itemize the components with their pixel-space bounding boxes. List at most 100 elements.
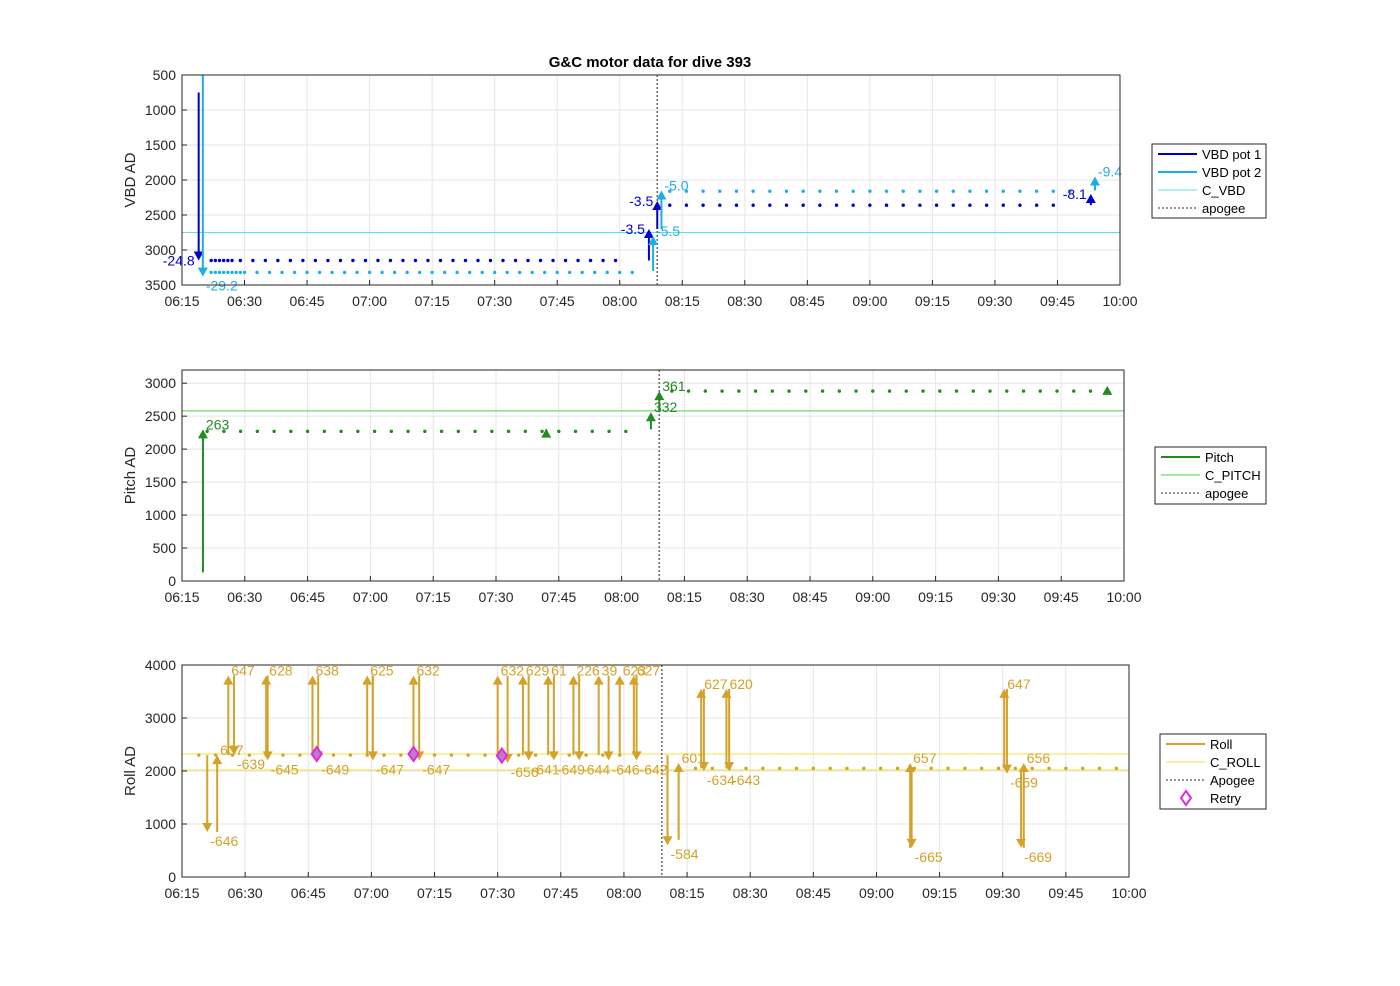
data-point (326, 258, 330, 263)
data-point (276, 258, 280, 263)
move-label: 226 (576, 663, 600, 679)
x-tick-label: 09:45 (1040, 293, 1075, 309)
data-point (367, 270, 372, 275)
data-point (255, 429, 260, 434)
data-point (432, 753, 437, 757)
data-point (576, 258, 580, 263)
legend-label: apogee (1202, 201, 1245, 216)
data-point (1021, 389, 1026, 393)
move-arrow-head (307, 675, 318, 685)
x-tick-label: 09:00 (855, 589, 890, 605)
data-point (845, 766, 849, 771)
data-point (281, 753, 285, 757)
data-point (887, 389, 892, 393)
data-point (217, 270, 222, 275)
move-label: 647 (1007, 676, 1031, 692)
data-point (921, 389, 925, 393)
x-tick-label: 07:30 (478, 589, 513, 605)
data-point (1051, 203, 1055, 207)
data-point (1068, 189, 1072, 193)
data-point (242, 270, 247, 275)
data-point (413, 258, 418, 263)
data-point (1055, 389, 1059, 393)
data-point (238, 258, 243, 263)
y-tick-label: 4000 (145, 657, 176, 673)
y-tick-label: 0 (168, 869, 176, 885)
x-tick-label: 08:15 (670, 885, 705, 901)
move-arrow-head (643, 229, 654, 238)
move-label: 620 (729, 676, 753, 692)
data-point (737, 389, 741, 393)
x-tick-label: 07:00 (353, 589, 388, 605)
data-point (720, 389, 724, 393)
data-point (463, 258, 468, 263)
y-tick-label: 1000 (145, 102, 176, 118)
x-tick-label: 06:45 (291, 885, 326, 901)
data-point (426, 258, 430, 263)
data-point (904, 389, 908, 393)
data-point (686, 389, 691, 393)
data-point (540, 429, 544, 434)
x-tick-label: 08:15 (667, 589, 702, 605)
data-point (247, 753, 252, 757)
data-point (317, 270, 322, 275)
data-point (272, 429, 276, 434)
data-point (1030, 766, 1034, 771)
data-point (238, 429, 243, 434)
data-point (555, 270, 559, 275)
data-point (777, 766, 782, 771)
move-label: -647 (422, 761, 450, 777)
x-tick-label: 06:15 (164, 293, 199, 309)
x-tick-label: 09:30 (981, 589, 1016, 605)
move-arrow-head (262, 751, 273, 761)
y-tick-label: 500 (153, 67, 177, 83)
x-tick-label: 06:30 (228, 885, 263, 901)
x-tick-label: 07:15 (415, 293, 450, 309)
data-point (557, 429, 561, 434)
move-label: -3.5 (621, 221, 645, 237)
move-arrow-head (656, 190, 667, 200)
data-point (1064, 766, 1068, 771)
x-tick-label: 06:30 (227, 589, 262, 605)
data-point (1047, 766, 1051, 771)
data-point (289, 429, 293, 434)
data-point (372, 429, 377, 434)
data-point (837, 389, 842, 393)
move-label: -644 (582, 761, 610, 777)
move-label: -646 (612, 761, 640, 777)
move-arrow-head (543, 675, 554, 685)
x-tick-label: 09:30 (985, 885, 1020, 901)
legend-label: apogee (1205, 486, 1248, 501)
y-tick-label: 2000 (145, 172, 176, 188)
data-point (213, 258, 218, 263)
x-tick-label: 07:00 (352, 293, 387, 309)
data-point (567, 753, 571, 757)
x-tick-label: 10:00 (1106, 589, 1141, 605)
data-point (590, 429, 594, 434)
data-point (584, 753, 588, 757)
data-point (701, 203, 705, 207)
data-point (1097, 766, 1102, 771)
data-point (804, 389, 808, 393)
data-point (213, 753, 218, 757)
move-arrow-head (654, 391, 665, 401)
data-point (871, 389, 875, 393)
data-point (601, 753, 605, 757)
data-point (517, 753, 521, 757)
move-arrow-head (698, 762, 709, 771)
data-point (984, 203, 989, 207)
vbd-axes: 06:15 06:30 06:45 07:00 07:15 07:30 07:45 08:00… (122, 67, 1267, 309)
data-point (405, 270, 409, 275)
data-point (221, 270, 226, 275)
data-point (954, 389, 959, 393)
data-point (988, 389, 992, 393)
data-point (811, 766, 816, 771)
legend-label: Retry (1210, 791, 1242, 806)
move-arrow-head (603, 751, 614, 761)
data-point (339, 429, 343, 434)
legend-swatch (1179, 789, 1193, 807)
move-label: -29.2 (206, 278, 238, 294)
data-point (734, 189, 739, 193)
data-point (451, 258, 455, 263)
